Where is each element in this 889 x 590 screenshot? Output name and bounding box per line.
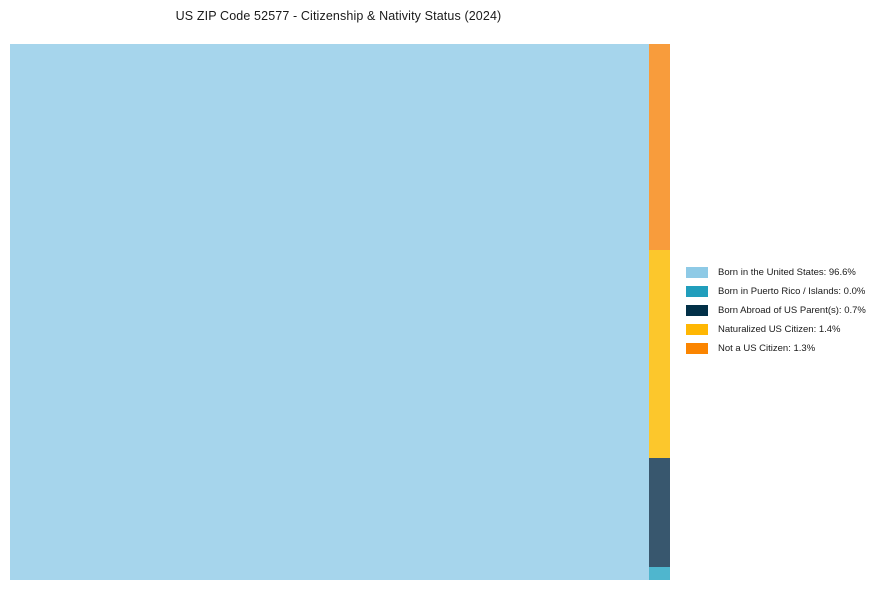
legend-item[interactable]: Born Abroad of US Parent(s): 0.7% [686, 301, 886, 320]
legend-item-label: Not a US Citizen: 1.3% [718, 342, 816, 354]
legend-swatch-icon [686, 343, 708, 354]
treemap-tile-born-abroad-of-us-parents[interactable] [649, 458, 670, 567]
legend-item[interactable]: Not a US Citizen: 1.3% [686, 339, 886, 358]
legend-item[interactable]: Naturalized US Citizen: 1.4% [686, 320, 886, 339]
legend-item[interactable]: Born in the United States: 96.6% [686, 263, 886, 282]
chart-legend: Born in the United States: 96.6% Born in… [686, 263, 886, 358]
legend-swatch-icon [686, 324, 708, 335]
legend-swatch-icon [686, 305, 708, 316]
legend-item-label: Born Abroad of US Parent(s): 0.7% [718, 304, 866, 316]
treemap-plot-area [10, 44, 670, 580]
legend-swatch-icon [686, 286, 708, 297]
legend-item-label: Born in the United States: 96.6% [718, 266, 856, 278]
legend-item-label: Born in Puerto Rico / Islands: 0.0% [718, 285, 866, 297]
legend-item[interactable]: Born in Puerto Rico / Islands: 0.0% [686, 282, 886, 301]
treemap-tile-not-a-us-citizen[interactable] [649, 44, 670, 250]
treemap-tile-born-in-puerto-rico-islands[interactable] [649, 567, 670, 580]
chart-title: US ZIP Code 52577 - Citizenship & Nativi… [175, 9, 502, 23]
legend-item-label: Naturalized US Citizen: 1.4% [718, 323, 841, 335]
treemap-tile-naturalized-us-citizen[interactable] [649, 250, 670, 458]
legend-swatch-icon [686, 267, 708, 278]
treemap-tile-born-in-the-united-states[interactable] [10, 44, 649, 580]
